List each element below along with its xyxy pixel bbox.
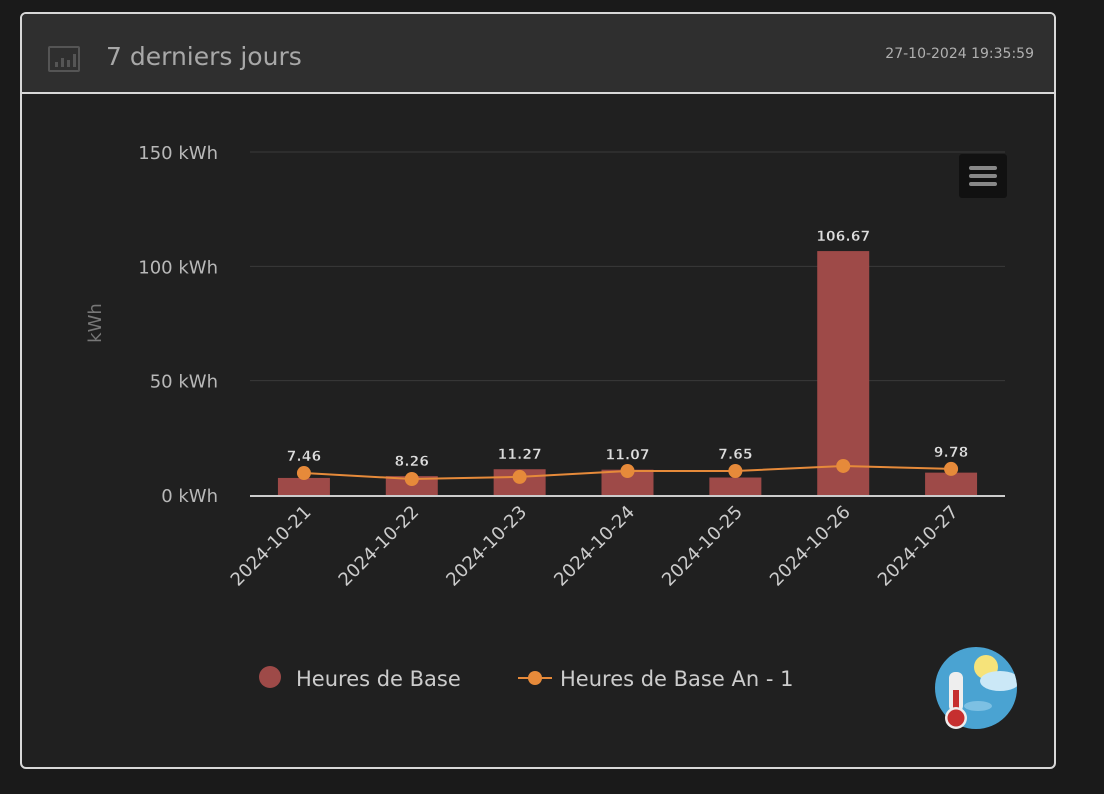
y-tick-label: 150 kWh bbox=[138, 143, 218, 164]
bar bbox=[925, 472, 978, 495]
panel-title: 7 derniers jours bbox=[106, 42, 302, 71]
data-label: 9.78 bbox=[934, 445, 969, 461]
bar-chart-icon bbox=[48, 46, 80, 72]
x-tick-label: 2024-10-25 bbox=[658, 502, 747, 591]
line-point bbox=[404, 471, 419, 486]
legend-item-heures-de-base: Heures de Base bbox=[296, 667, 461, 691]
data-label: 7.46 bbox=[287, 449, 322, 465]
bar bbox=[817, 251, 870, 495]
timestamp: 27-10-2024 19:35:59 bbox=[885, 46, 1034, 62]
line-point bbox=[944, 461, 959, 476]
data-label: 11.27 bbox=[497, 447, 541, 463]
panel-header: 7 derniers jours 27-10-2024 19:35:59 bbox=[22, 14, 1054, 94]
data-label: 106.67 bbox=[816, 229, 870, 245]
y-tick-label: 50 kWh bbox=[150, 372, 218, 393]
legend-line-point bbox=[528, 671, 542, 685]
data-label: 7.65 bbox=[718, 447, 753, 463]
data-label: 11.07 bbox=[605, 448, 649, 464]
bar bbox=[277, 477, 330, 495]
line-point bbox=[512, 469, 527, 484]
x-tick-label: 2024-10-24 bbox=[550, 502, 639, 591]
legend-item-heures-de-base-an-1: Heures de Base An - 1 bbox=[560, 667, 793, 691]
y-axis-label: kWh bbox=[85, 303, 106, 343]
data-label: 8.26 bbox=[395, 454, 430, 470]
line-point bbox=[836, 458, 851, 473]
x-tick-label: 2024-10-23 bbox=[442, 502, 531, 591]
chart-menu-button[interactable] bbox=[959, 154, 1007, 198]
chart-panel: 7 derniers jours 27-10-2024 19:35:59 bbox=[20, 12, 1056, 769]
x-tick-label: 2024-10-22 bbox=[335, 502, 424, 591]
x-tick-label: 2024-10-27 bbox=[874, 502, 963, 591]
x-tick-label: 2024-10-26 bbox=[766, 502, 855, 591]
bar bbox=[709, 477, 762, 495]
legend-bar-marker bbox=[259, 666, 281, 688]
line-point bbox=[728, 463, 743, 478]
x-tick-label: 2024-10-21 bbox=[227, 502, 316, 591]
y-tick-label: 0 kWh bbox=[161, 486, 218, 507]
y-tick-label: 100 kWh bbox=[138, 257, 218, 278]
line-point bbox=[620, 463, 635, 478]
line-point bbox=[296, 466, 311, 481]
